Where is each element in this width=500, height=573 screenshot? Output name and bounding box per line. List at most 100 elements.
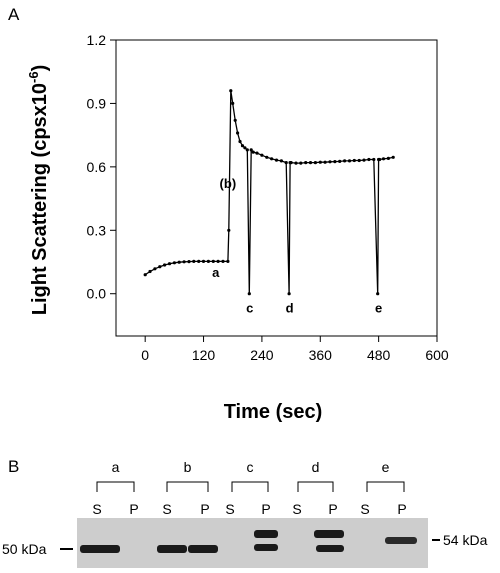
band-a-s [80,545,120,553]
data-point [255,151,259,155]
blot-groups: aS PbS PcS PdS PeS P [92,459,406,517]
data-point [362,158,366,162]
blot-group-label: d [312,459,320,475]
y-tick-label: 0.9 [87,95,107,111]
y-tick-label: 1.2 [87,32,107,48]
data-point [238,139,242,144]
data-point [240,144,245,148]
blot-group-bracket [297,481,334,492]
data-point [226,259,230,263]
y-ticks: 0.0 0.3 0.6 0.9 1.2 [87,32,116,302]
data-point [229,89,233,93]
annotation-label: d [286,301,294,316]
data-point [187,260,191,264]
data-point [386,156,390,160]
data-point [372,157,376,162]
data-point [287,292,291,296]
data-point [352,158,356,163]
data-point [299,161,303,165]
band-d-lower [316,545,344,552]
data-point [243,146,247,150]
lane-s-label: S [162,501,171,517]
data-point [294,161,298,165]
data-point [260,153,264,157]
data-point [284,161,288,165]
data-point [148,269,152,274]
data-point [308,161,313,165]
lane-p-label: P [261,501,270,517]
data-point [201,259,206,263]
data-point [279,159,283,163]
y-axis-title-main: Light Scattering (cpsx10 [29,83,51,315]
blot-group-bracket [166,481,209,492]
x-tick-label: 240 [250,347,274,363]
y-tick-label: 0.3 [87,222,107,238]
lane-s-label: S [92,501,101,517]
data-point [233,118,237,122]
panel-b-label: B [8,457,19,476]
data-point [245,148,249,152]
data-point [192,259,196,263]
data-point [265,155,269,159]
data-point [206,259,210,263]
annotations: a (b) c d e [212,176,382,316]
data-point [338,159,342,163]
y-axis-title-exponent: -6 [26,71,41,83]
blot-group-bracket [366,481,405,492]
data-point [227,228,231,232]
data-point [251,150,255,154]
x-tick-label: 0 [141,347,149,363]
annotation-label: e [375,301,382,316]
panel-a-label: A [8,5,20,24]
data-point [289,161,293,165]
data-point [318,160,322,164]
x-axis-title: Time (sec) [224,401,323,423]
data-point [231,101,235,105]
data-point [357,158,361,163]
band-b-p [188,545,218,553]
lane-s-label: S [225,501,234,517]
lane-p-label: P [397,501,406,517]
band-b-s [157,545,187,553]
series-group [143,89,395,296]
band-d-upper [314,530,344,538]
data-point [158,265,162,269]
data-point [270,157,274,161]
data-point [381,157,386,161]
data-point [333,160,337,164]
marker-54kda-label: 54 kDa [443,532,488,548]
x-ticks: 0 120 240 360 480 600 [141,336,449,363]
x-tick-label: 480 [367,347,391,363]
blot-group-label: b [184,459,192,475]
data-point [304,161,308,165]
lane-p-label: P [129,501,138,517]
y-tick-label: 0.0 [87,286,107,302]
data-point [391,155,395,159]
data-point [211,259,215,263]
annotation-label: (b) [220,176,237,191]
data-point [163,263,167,267]
data-point [343,159,347,163]
data-point [221,259,225,263]
data-point [197,259,201,263]
data-point [182,260,186,264]
blot-membrane [77,518,428,568]
data-point [216,259,220,263]
annotation-label: a [212,265,220,280]
band-e-p [385,537,417,544]
data-point [328,160,332,164]
blot-group-label: a [112,459,120,475]
data-point [367,157,371,162]
blot-group-label: c [247,459,254,475]
y-axis-title-close: ) [29,65,51,72]
data-point [236,131,240,135]
series-line [144,90,394,294]
annotation-label: c [246,301,253,316]
data-point [378,157,382,162]
lane-s-label: S [360,501,369,517]
x-tick-label: 120 [192,347,216,363]
blot-group-label: e [382,459,390,475]
x-tick-label: 600 [425,347,449,363]
blot-group-bracket [96,481,135,492]
